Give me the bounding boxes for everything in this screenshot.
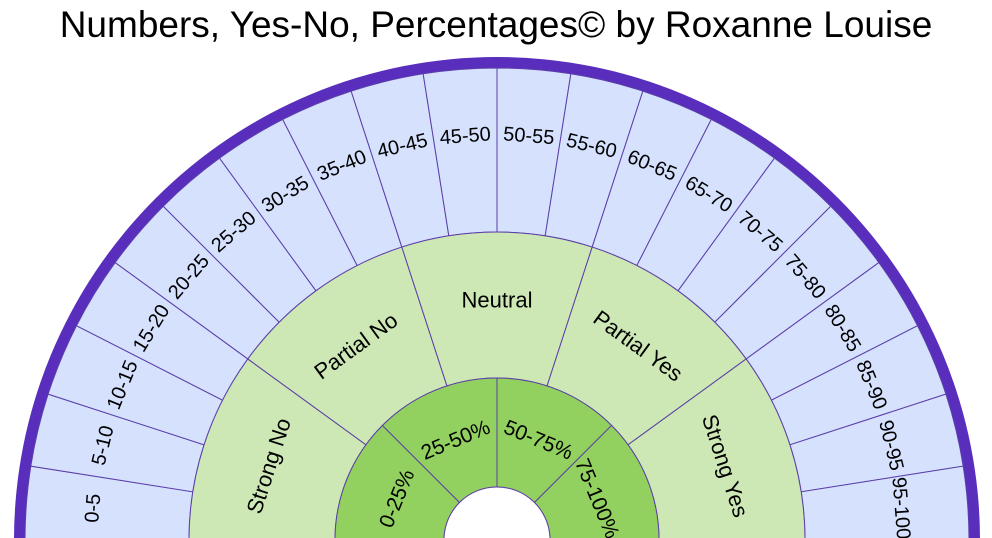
middle-ring-label-neutral: Neutral: [462, 288, 533, 313]
center-hole-circle: [443, 486, 551, 538]
inner-ring: [334, 377, 660, 538]
outer-ring-label-0-5: 0-5: [81, 493, 105, 524]
center-hole: [443, 486, 551, 538]
outer-ring: [24, 67, 970, 538]
middle-ring: [188, 231, 806, 538]
outer-ring-label-45-50: 45-50: [439, 123, 492, 149]
page-title: Numbers, Yes-No, Percentages© by Roxanne…: [59, 4, 933, 45]
outer-ring-label-95-100: 95-100: [887, 476, 914, 538]
outer-ring-label-50-55: 50-55: [502, 123, 555, 149]
